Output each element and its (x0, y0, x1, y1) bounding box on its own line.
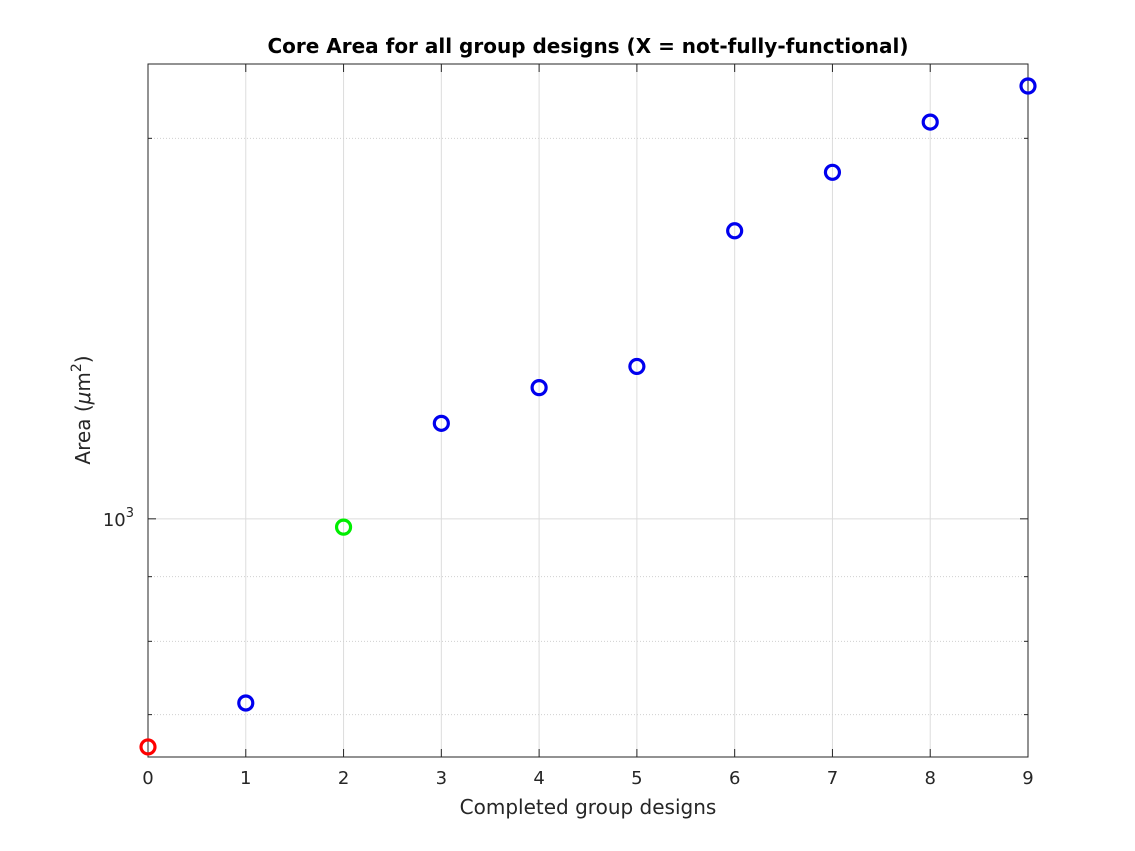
x-tick-label: 1 (240, 768, 251, 789)
x-tick-label: 2 (338, 768, 349, 789)
x-tick-label: 9 (1022, 768, 1033, 789)
data-point-0 (139, 738, 157, 756)
data-point-6 (726, 222, 744, 240)
x-tick-label: 0 (142, 768, 153, 789)
x-axis-label: Completed group designs (460, 795, 717, 819)
data-point-3 (432, 414, 450, 432)
x-tick-label: 4 (533, 768, 544, 789)
y-axis-label-exp: 2 (69, 363, 85, 372)
plot-frame (147, 63, 1029, 758)
x-tick-label: 3 (436, 768, 447, 789)
data-point-1 (237, 694, 255, 712)
x-tick-label: 6 (729, 768, 740, 789)
x-tick-label: 7 (827, 768, 838, 789)
y-axis-label: Area (μm2) (69, 355, 95, 464)
data-point-2 (334, 518, 353, 536)
data-points (139, 77, 1037, 756)
y-axis-label-prefix: Area ( (71, 404, 95, 464)
axis-ticks (147, 64, 1029, 757)
y-axis-label-suffix: ) (71, 355, 95, 363)
y-tick-major-base: 10 (103, 510, 126, 531)
data-point-9 (1019, 77, 1037, 95)
plot-background (148, 64, 1028, 757)
y-tick-major-exp: 3 (126, 506, 134, 521)
chart-title: Core Area for all group designs (X = not… (267, 34, 908, 58)
data-point-5 (628, 357, 646, 376)
y-tick-label-major: 103 (103, 506, 134, 531)
data-point-4 (530, 379, 548, 397)
x-tick-label: 5 (631, 768, 642, 789)
x-tick-label: 8 (924, 768, 935, 789)
x-tick-labels: 0 1 2 3 4 5 6 7 8 9 (142, 768, 1033, 789)
y-axis-label-unit: m (71, 372, 95, 391)
data-point-7 (823, 163, 842, 181)
y-axis-label-mu: μ (71, 392, 95, 406)
data-point-8 (921, 113, 939, 131)
